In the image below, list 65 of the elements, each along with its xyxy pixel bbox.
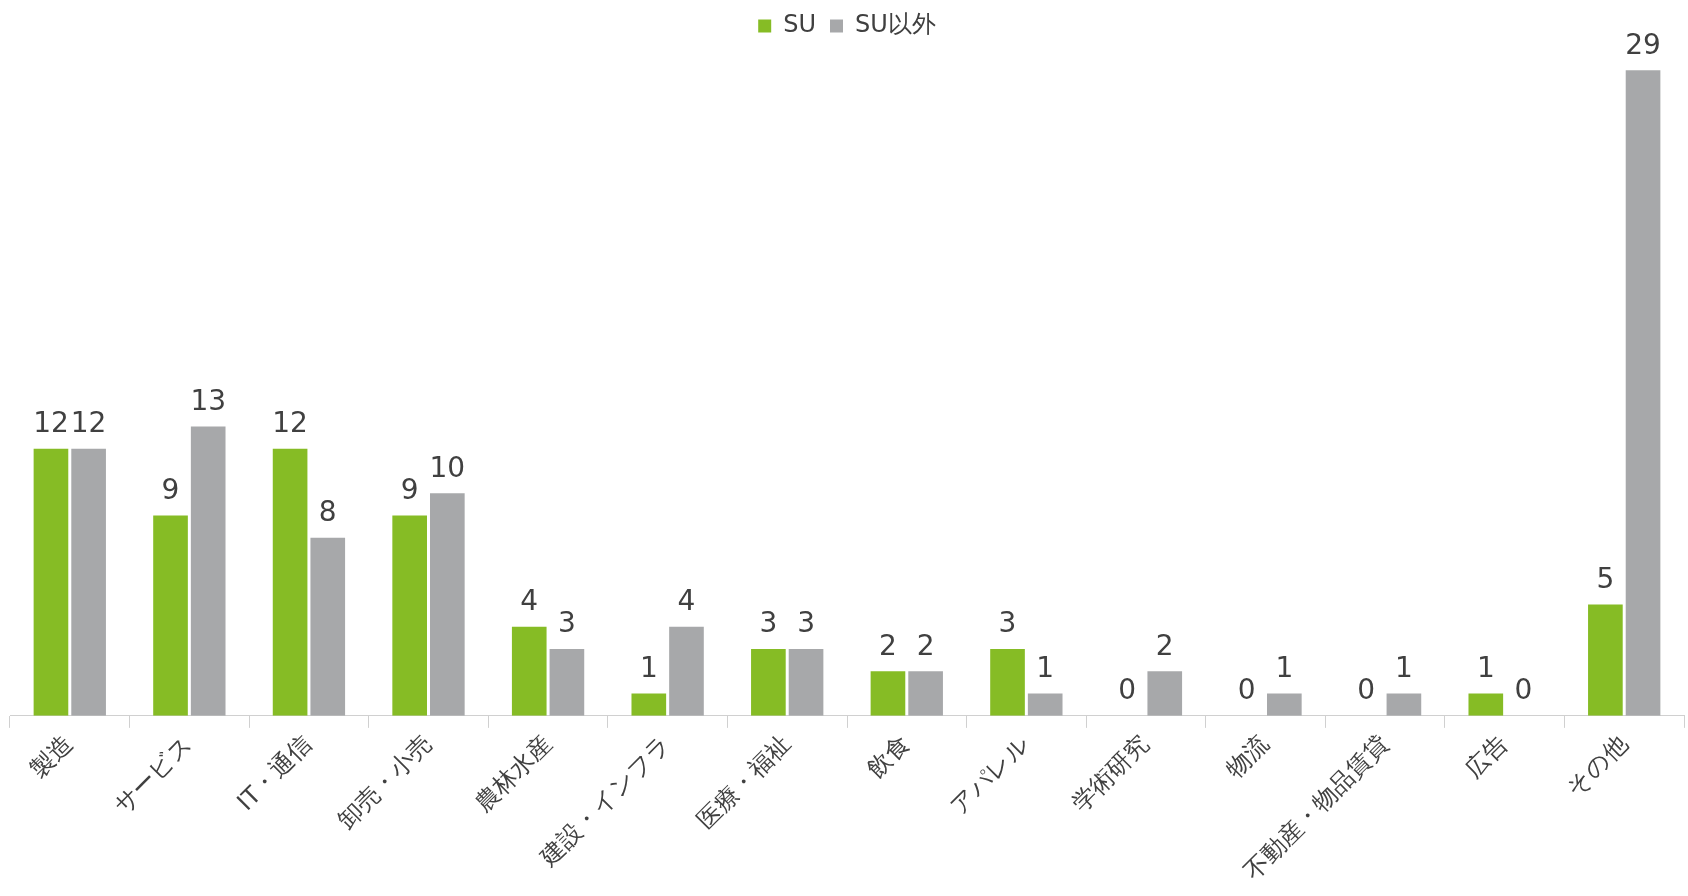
bar [272,448,308,716]
data-label: 3 [759,606,778,640]
data-label: 4 [677,584,696,618]
data-label: 1 [1275,650,1294,684]
legend-label: SU以外 [855,10,936,39]
bar [669,626,704,716]
data-label: 13 [190,383,227,417]
bar [751,649,786,716]
x-tick-label: 製造 [24,729,79,784]
bar [190,426,226,716]
x-tick-label: 農林水産 [469,729,557,818]
data-label: 1 [1394,650,1413,684]
data-label: 3 [998,606,1017,640]
x-tick-label: 卸売・小売 [332,729,438,835]
bar [33,448,69,716]
x-tick-label: 広告 [1459,729,1514,784]
bar [1147,671,1183,716]
bar [990,649,1025,716]
x-tick-label: 学術研究 [1066,729,1155,818]
data-label: 1 [1476,650,1495,684]
data-label: 9 [400,472,419,506]
bar [788,649,824,716]
bar [870,671,906,716]
data-label: 9 [161,472,180,506]
bar [1468,693,1504,716]
bar [1625,70,1661,716]
data-label: 12 [272,406,308,439]
data-label: 10 [429,450,466,484]
bar [310,537,346,716]
x-tick-label: 飲食 [861,729,916,784]
data-label: 0 [1118,673,1137,707]
bar [631,693,667,716]
x-tick-label: その他 [1560,729,1633,803]
legend-label: SU [783,10,817,39]
bar [1588,604,1623,716]
data-label: 3 [797,606,815,640]
x-tick-label: アパレル [944,729,1036,821]
data-label: 12 [33,406,69,439]
bar [430,493,465,716]
data-label: 12 [70,406,107,439]
bar [549,649,585,716]
x-tick-label: サービス [108,729,199,820]
x-tick-label: 医療・福祉 [691,729,796,835]
data-label: 29 [1625,27,1661,61]
data-label: 1 [639,650,658,684]
data-label: 4 [520,584,539,618]
bar [1386,693,1422,716]
x-tick-label: 物流 [1220,729,1275,784]
data-label: 1 [1036,650,1055,684]
data-label: 0 [1514,673,1533,707]
bar [908,671,943,716]
data-label: 2 [1155,628,1174,662]
data-label: 0 [1357,673,1376,707]
data-label: 2 [916,628,935,662]
data-label: 2 [879,628,897,662]
bar [153,515,188,716]
data-label: 0 [1237,673,1256,707]
bar [511,626,547,716]
bar [1027,693,1063,716]
bar [392,515,427,716]
data-label: 8 [318,495,337,529]
data-label: 5 [1596,561,1615,595]
bar [71,448,106,716]
bar [1267,693,1302,716]
data-label: 3 [557,606,576,640]
